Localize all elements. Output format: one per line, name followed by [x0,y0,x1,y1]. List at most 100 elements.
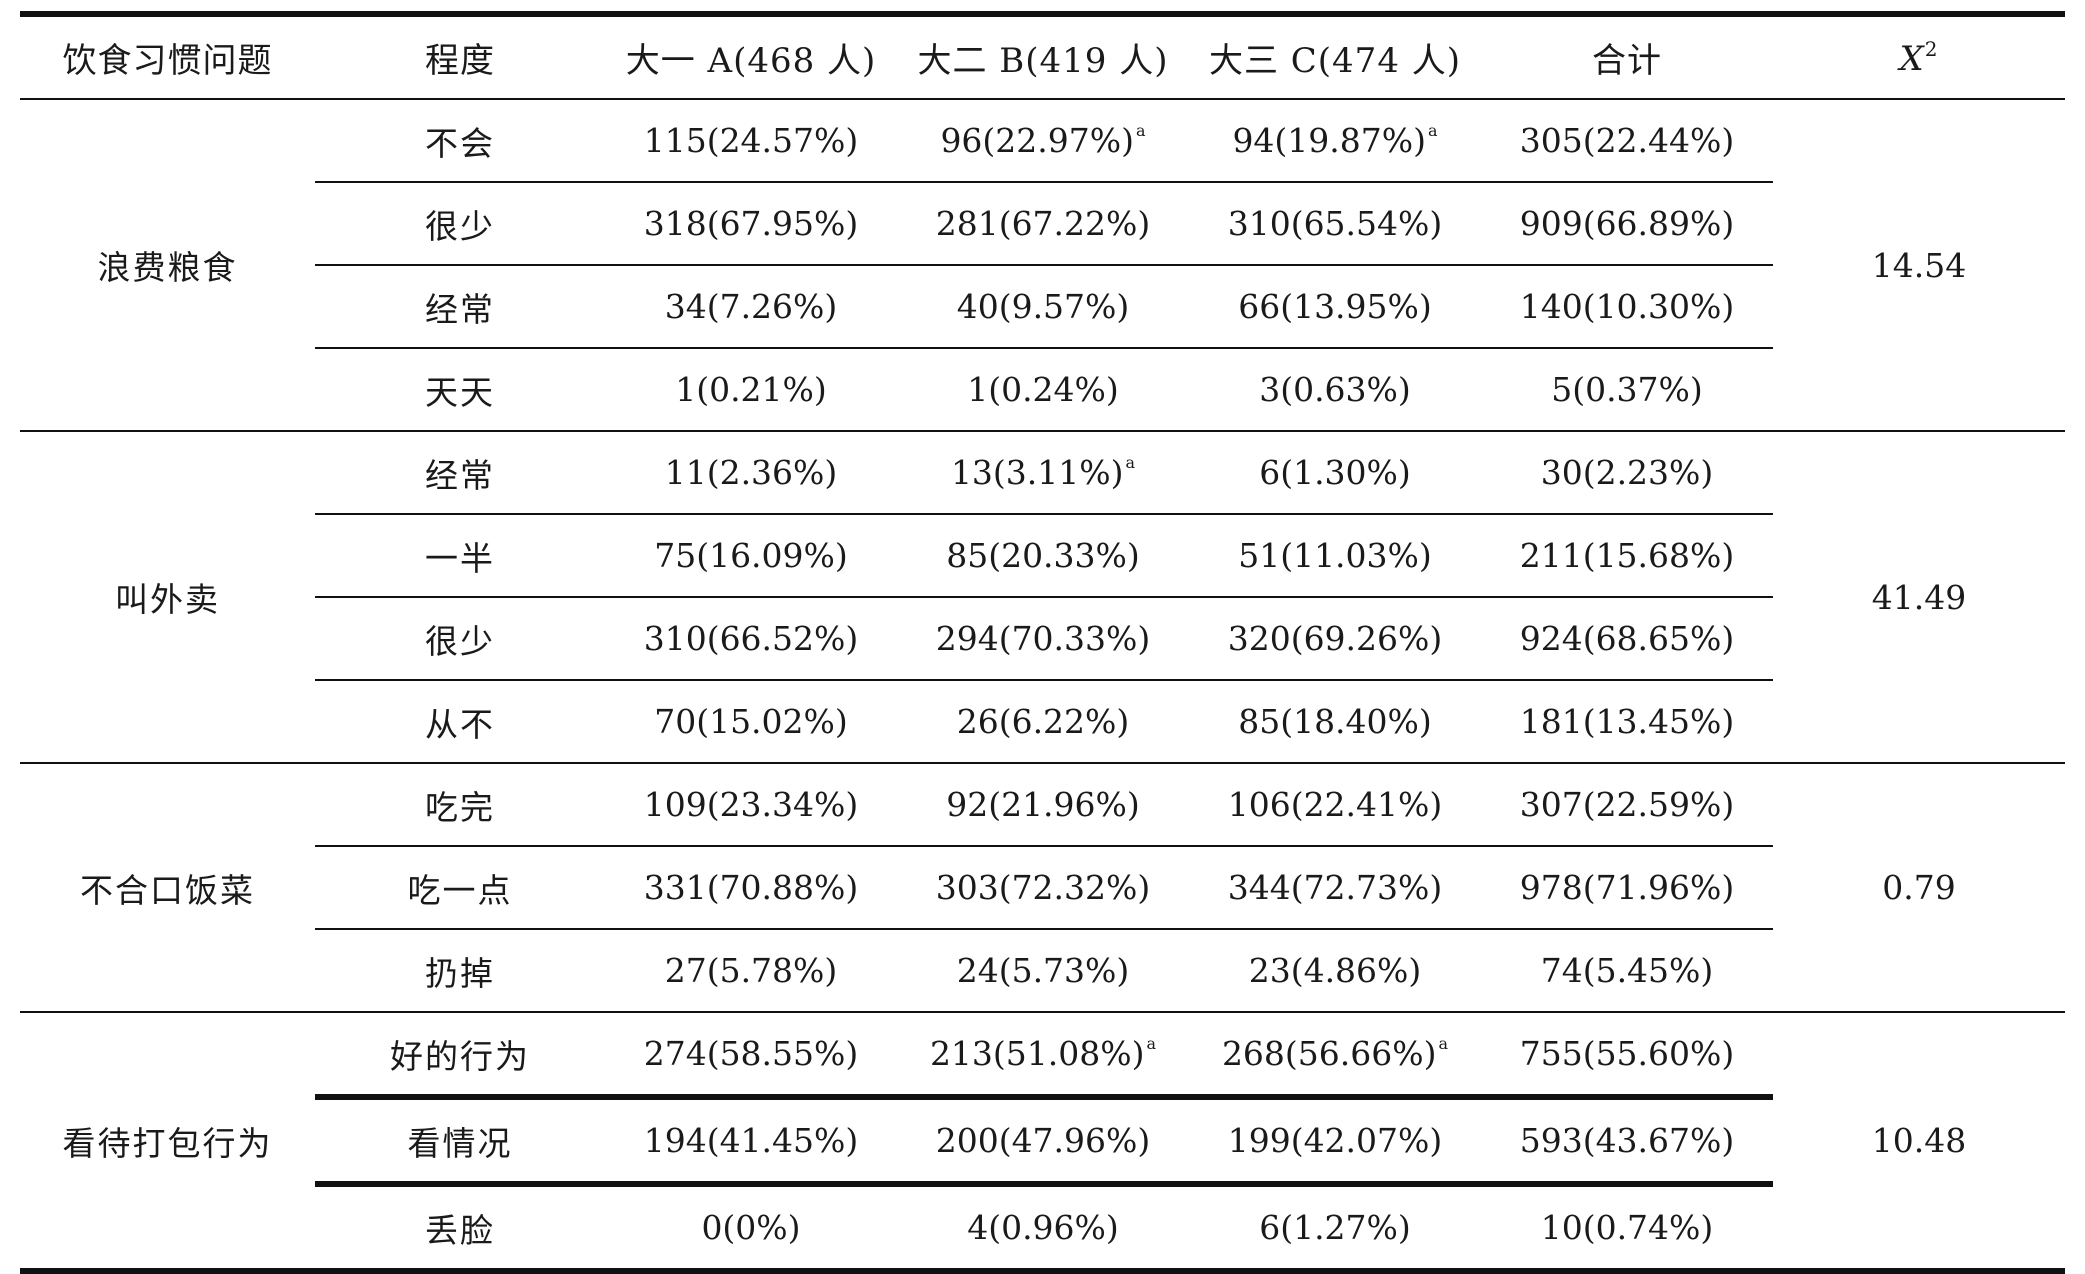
total-cell: 140(10.30%) [1481,265,1773,349]
table-row: 看情况 194(41.45%) 200(47.96%) 199(42.07%) … [20,1097,2065,1187]
table-row: 叫外卖 经常 11(2.36%) 13(3.11%) a 6(1.30%) 30(… [20,431,2065,764]
table-row: 吃一点 331(70.88%) 303(72.32%) 344(72.73%) … [20,846,2065,930]
chi-square-value: 0.79 [1773,763,2065,1013]
grade-b-cell: 294(70.33%) [897,597,1189,681]
grade-c-cell: 23(4.86%) [1189,929,1481,1013]
grade-c-cell: 310(65.54%) [1189,182,1481,266]
total-cell: 5(0.37%) [1481,348,1773,432]
cell-value: 213(51.08%) [929,1034,1145,1073]
grade-b-cell: 85(20.33%) [897,514,1189,598]
grade-c-cell: 94(19.87%) a [1189,99,1481,183]
level-cell: 经常 [315,265,605,349]
chi-square-value: 14.54 [1773,99,2065,432]
group-issue-label: 看待打包行为 [20,1012,315,1274]
significance-mark: a [1146,1034,1157,1053]
grade-b-cell: 26(6.22%) [897,680,1189,764]
header-total: 合计 [1481,11,1773,100]
group-order-takeout: 叫外卖 经常 11(2.36%) 13(3.11%) a 6(1.30%) 30(… [20,431,2065,764]
grade-b-cell: 96(22.97%) a [897,99,1189,183]
header-row: 饮食习惯问题 程度 大一 A(468 人) 大二 B(419 人) 大三 C(4… [20,11,2065,100]
group-waste-food: 浪费粮食 不会 115(24.57%) 96(22.97%) a 94(19.87… [20,99,2065,432]
grade-a-cell: 109(23.34%) [605,763,897,847]
grade-a-cell: 331(70.88%) [605,846,897,930]
grade-a-cell: 194(41.45%) [605,1097,897,1187]
table-row: 看待打包行为 好的行为 274(58.55%) 213(51.08%) a 268… [20,1012,2065,1274]
total-cell: 755(55.60%) [1481,1012,1773,1100]
significance-mark: a [1125,453,1136,472]
significance-mark: a [1428,121,1438,140]
grade-b-cell: 40(9.57%) [897,265,1189,349]
grade-c-cell: 199(42.07%) [1189,1097,1481,1187]
chi-exponent: 2 [1924,36,1939,61]
header-chi-square: X2 [1773,11,2065,100]
grade-a-cell: 34(7.26%) [605,265,897,349]
grade-c-cell: 344(72.73%) [1189,846,1481,930]
grade-b-cell: 303(72.32%) [897,846,1189,930]
level-cell: 很少 [315,597,605,681]
grade-c-cell: 106(22.41%) [1189,763,1481,847]
significance-mark: a [1136,121,1146,140]
grade-c-cell: 3(0.63%) [1189,348,1481,432]
level-cell: 很少 [315,182,605,266]
grade-c-cell: 320(69.26%) [1189,597,1481,681]
total-cell: 181(13.45%) [1481,680,1773,764]
level-cell: 好的行为 [315,1012,605,1100]
grade-b-cell: 1(0.24%) [897,348,1189,432]
group-issue-label: 浪费粮食 [20,99,315,432]
table-row: 天天 1(0.21%) 1(0.24%) 3(0.63%) 5(0.37%) [20,348,2065,432]
total-cell: 30(2.23%) [1481,431,1773,515]
group-issue-label: 不合口饭菜 [20,763,315,1013]
table-row: 浪费粮食 不会 115(24.57%) 96(22.97%) a 94(19.87… [20,99,2065,432]
total-cell: 307(22.59%) [1481,763,1773,847]
grade-c-cell: 85(18.40%) [1189,680,1481,764]
header-grade-a: 大一 A(468 人) [605,11,897,100]
header-grade-b: 大二 B(419 人) [897,11,1189,100]
grade-c-cell: 268(56.66%) a [1189,1012,1481,1100]
grade-c-cell: 6(1.30%) [1189,431,1481,515]
cell-value: 94(19.87%) [1232,121,1427,160]
level-cell: 吃完 [315,763,605,847]
level-cell: 从不 [315,680,605,764]
grade-a-cell: 318(67.95%) [605,182,897,266]
grade-a-cell: 310(66.52%) [605,597,897,681]
total-cell: 305(22.44%) [1481,99,1773,183]
grade-a-cell: 75(16.09%) [605,514,897,598]
grade-a-cell: 0(0%) [605,1184,897,1274]
level-cell: 天天 [315,348,605,432]
table-row: 一半 75(16.09%) 85(20.33%) 51(11.03%) 211(… [20,514,2065,598]
total-cell: 10(0.74%) [1481,1184,1773,1274]
cell-value: 13(3.11%) [950,453,1124,492]
grade-a-cell: 274(58.55%) [605,1012,897,1100]
table-row: 扔掉 27(5.78%) 24(5.73%) 23(4.86%) 74(5.45… [20,929,2065,1013]
grade-b-cell: 24(5.73%) [897,929,1189,1013]
chi-symbol: X [1899,38,1925,79]
grade-b-cell: 281(67.22%) [897,182,1189,266]
grade-a-cell: 70(15.02%) [605,680,897,764]
total-cell: 74(5.45%) [1481,929,1773,1013]
cell-value: 268(56.66%) [1221,1034,1437,1073]
table-row: 不合口饭菜 吃完 109(23.34%) 92(21.96%) 106(22.4… [20,763,2065,1013]
table-row: 从不 70(15.02%) 26(6.22%) 85(18.40%) 181(1… [20,680,2065,764]
chi-square-value: 10.48 [1773,1012,2065,1274]
level-cell: 不会 [315,99,605,183]
header-grade-c: 大三 C(474 人) [1189,11,1481,100]
header-issue: 饮食习惯问题 [20,11,315,100]
cell-value: 96(22.97%) [940,121,1135,160]
level-cell: 吃一点 [315,846,605,930]
header-level: 程度 [315,11,605,100]
total-cell: 211(15.68%) [1481,514,1773,598]
grade-b-cell: 92(21.96%) [897,763,1189,847]
level-cell: 一半 [315,514,605,598]
grade-b-cell: 13(3.11%) a [897,431,1189,515]
level-cell: 经常 [315,431,605,515]
level-cell: 丢脸 [315,1184,605,1274]
table-row: 很少 318(67.95%) 281(67.22%) 310(65.54%) 9… [20,182,2065,266]
grade-b-cell: 4(0.96%) [897,1184,1189,1274]
group-issue-label: 叫外卖 [20,431,315,764]
level-cell: 扔掉 [315,929,605,1013]
total-cell: 924(68.65%) [1481,597,1773,681]
total-cell: 909(66.89%) [1481,182,1773,266]
group-takeaway-attitude: 看待打包行为 好的行为 274(58.55%) 213(51.08%) a 268… [20,1012,2065,1274]
grade-c-cell: 51(11.03%) [1189,514,1481,598]
grade-b-cell: 200(47.96%) [897,1097,1189,1187]
